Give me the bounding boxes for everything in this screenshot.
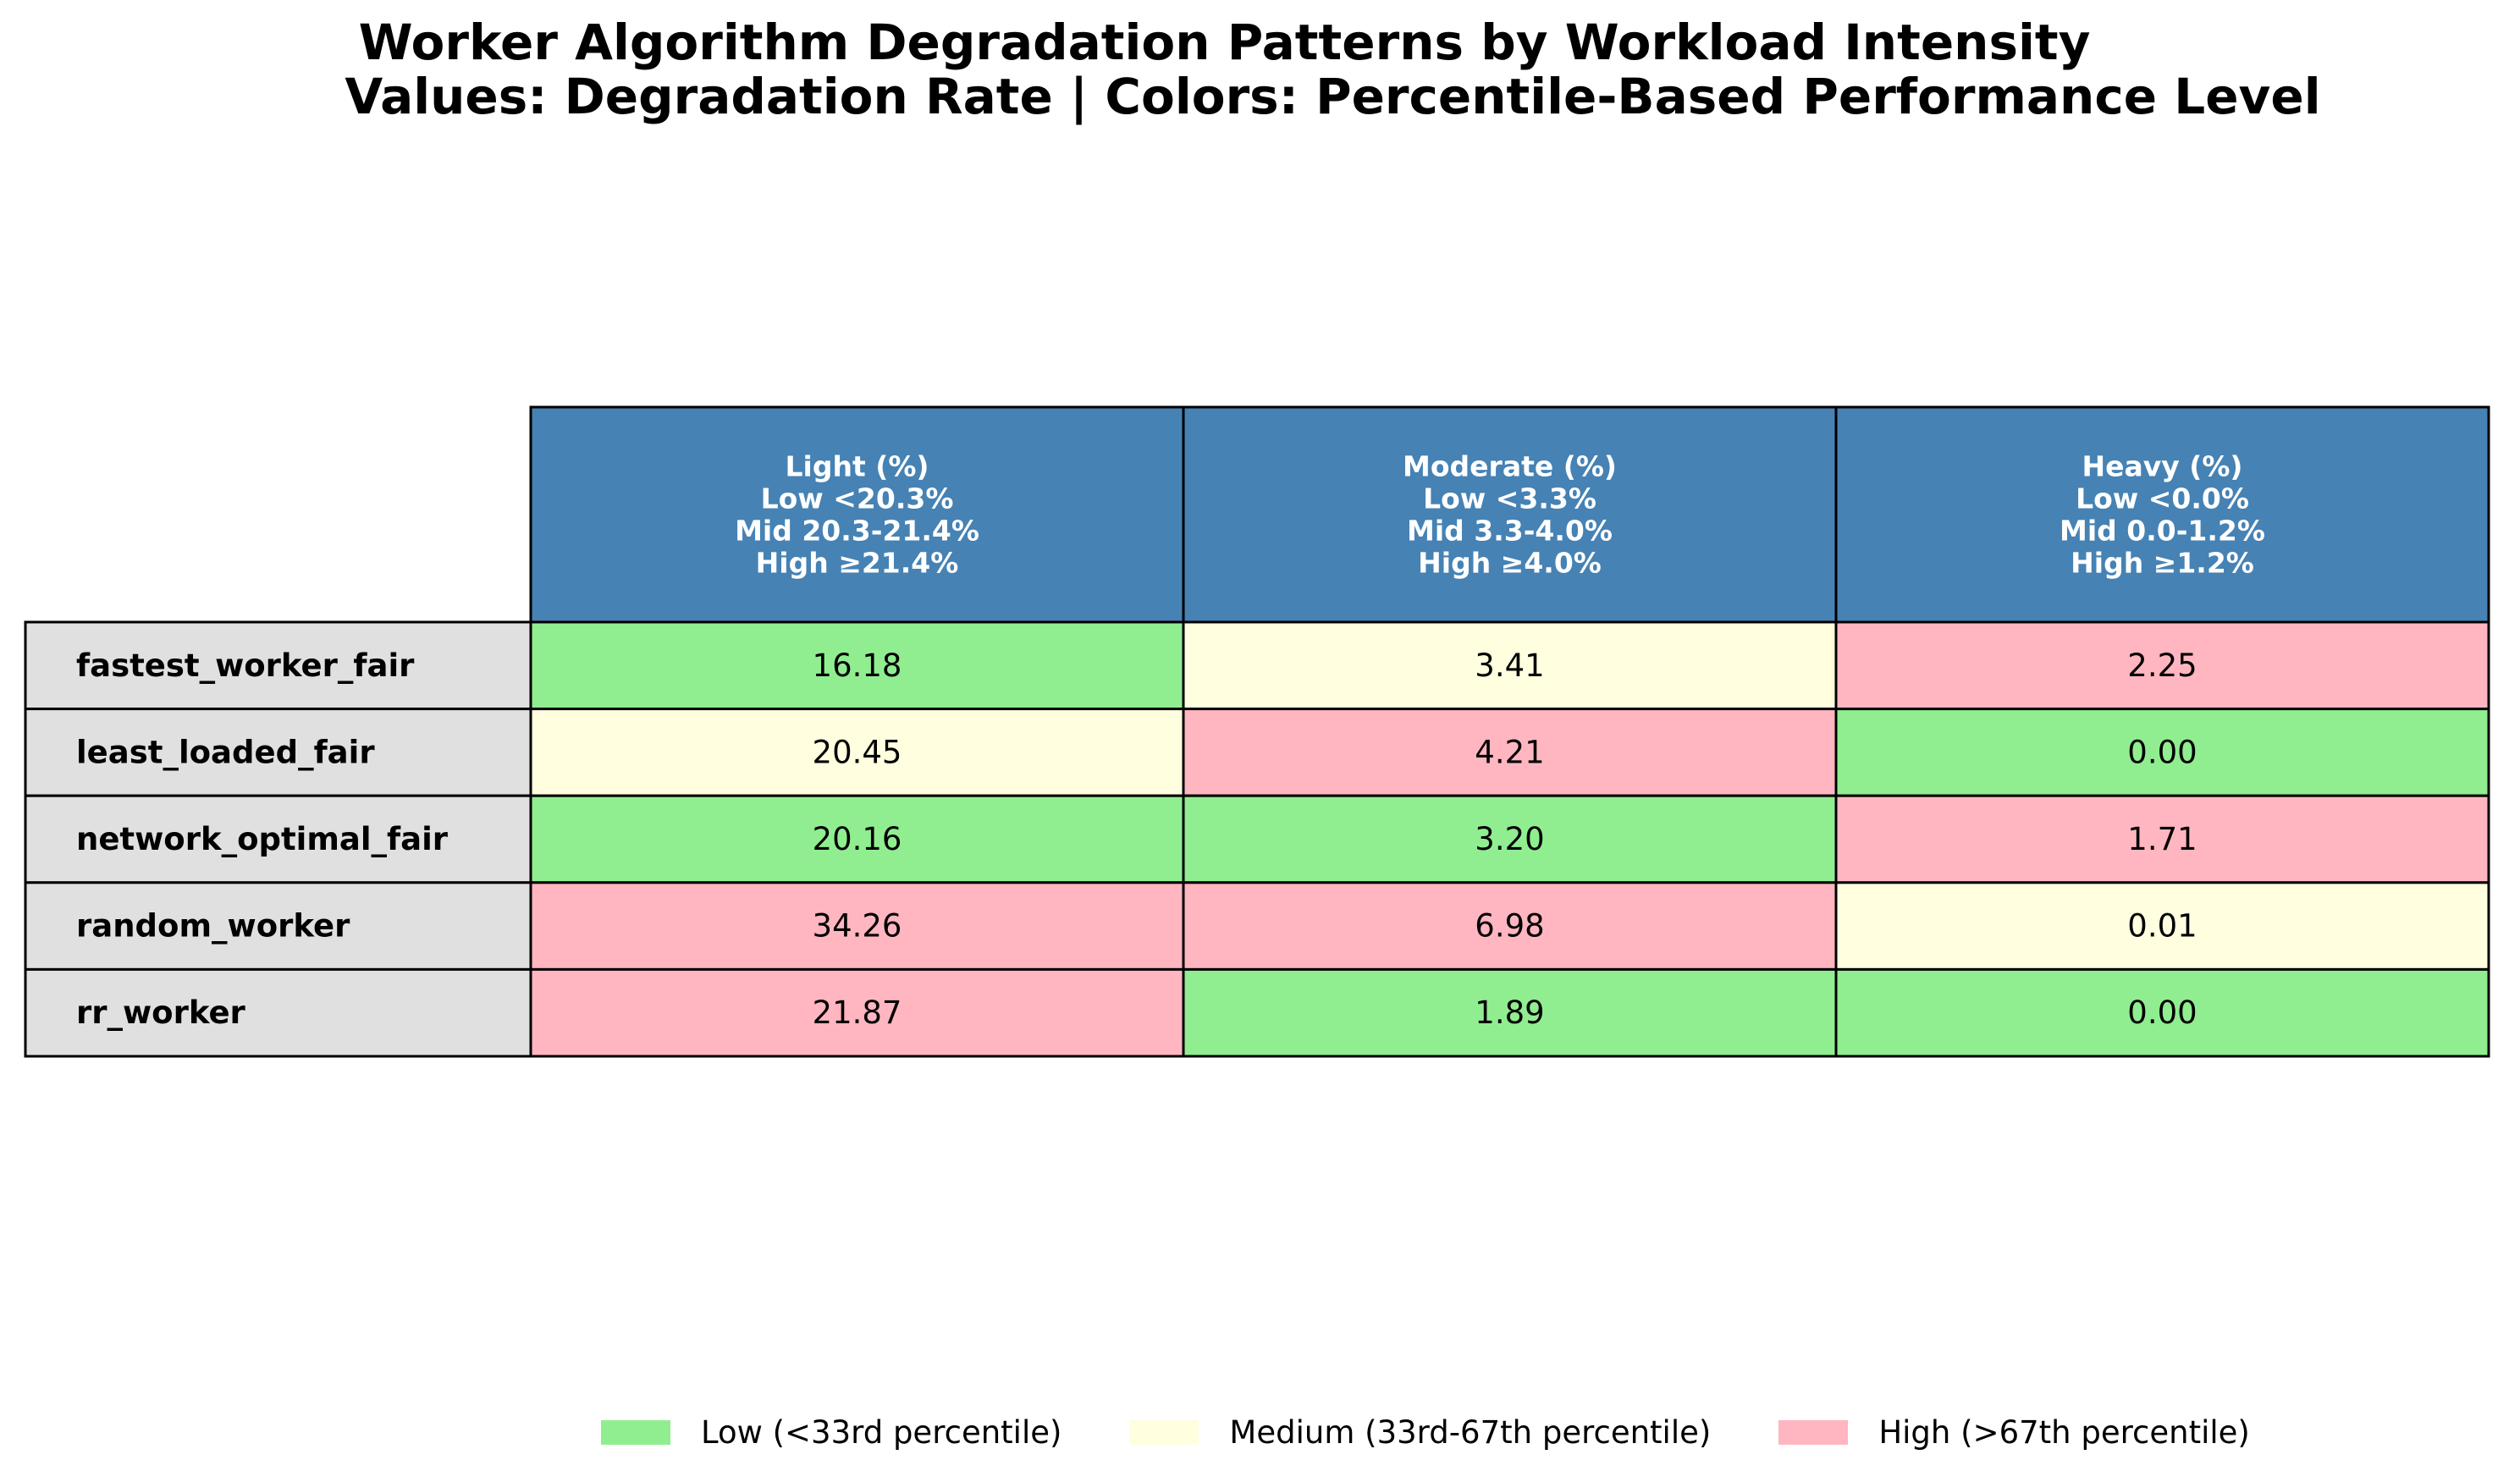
legend-label-high: High (>67th percentile) — [1878, 1413, 2250, 1451]
legend-swatch-medium — [1129, 1419, 1199, 1445]
data-cell-4-0 — [529, 967, 1185, 1058]
data-value-3-0: 34.26 — [813, 908, 902, 945]
row-label-0: fastest_worker_fair — [76, 647, 415, 684]
data-value-2-2: 1.71 — [2127, 821, 2197, 857]
legend-label-medium: Medium (33rd-67th percentile) — [1229, 1413, 1712, 1451]
data-cell-3-2 — [1834, 881, 2490, 971]
legend-item-medium: Medium (33rd-67th percentile) — [1129, 1414, 1711, 1451]
row-label-2: network_optimal_fair — [76, 821, 449, 857]
header-text-1-1: Low <3.3% — [1423, 482, 1596, 515]
data-value-4-1: 1.89 — [1475, 994, 1544, 1031]
header-text-1-2: Mid 3.3-4.0% — [1407, 515, 1613, 548]
header-text-0-0: Light (%) — [786, 450, 929, 483]
row-label-cell-1 — [24, 708, 532, 797]
header-text-1-3: High ≥4.0% — [1418, 547, 1602, 580]
data-cell-0-1 — [1182, 620, 1838, 711]
data-cell-0-0 — [529, 620, 1185, 711]
data-cell-3-1 — [1182, 881, 1838, 971]
data-value-1-0: 20.45 — [813, 734, 902, 770]
data-cell-1-1 — [1182, 708, 1838, 797]
data-cell-3-0 — [529, 881, 1185, 971]
header-cell-2 — [1834, 405, 2490, 624]
legend-swatch-low — [601, 1419, 670, 1445]
legend-item-high: High (>67th percentile) — [1778, 1414, 2250, 1451]
header-text-2-3: High ≥1.2% — [2071, 547, 2254, 580]
chart-title: Worker Algorithm Degradation Patterns by… — [0, 15, 2520, 124]
row-label-3: random_worker — [76, 908, 350, 945]
data-cell-2-0 — [529, 794, 1185, 884]
data-value-1-2: 0.00 — [2127, 734, 2197, 770]
data-value-4-0: 21.87 — [813, 994, 902, 1031]
header-text-2-1: Low <0.0% — [2076, 482, 2249, 515]
data-cell-0-2 — [1834, 620, 2490, 711]
legend: Low (<33rd percentile) Medium (33rd-67th… — [601, 1407, 2318, 1457]
row-label-1: least_loaded_fair — [76, 734, 375, 770]
data-cell-2-1 — [1182, 794, 1838, 884]
data-value-0-0: 16.18 — [813, 647, 902, 684]
header-text-1-0: Moderate (%) — [1403, 450, 1617, 483]
row-label-cell-2 — [24, 794, 532, 884]
row-label-4: rr_worker — [76, 994, 246, 1031]
header-text-0-2: Mid 20.3-21.4% — [735, 515, 979, 548]
data-cell-4-2 — [1834, 967, 2490, 1058]
data-value-4-2: 0.00 — [2127, 994, 2197, 1031]
data-value-0-2: 2.25 — [2127, 647, 2197, 684]
header-text-2-2: Mid 0.0-1.2% — [2060, 515, 2265, 548]
data-value-3-1: 6.98 — [1475, 908, 1544, 945]
legend-label-low: Low (<33rd percentile) — [701, 1413, 1062, 1451]
data-value-2-1: 3.20 — [1475, 821, 1544, 857]
header-text-0-3: High ≥21.4% — [756, 547, 959, 580]
chart-title-line-1: Worker Algorithm Degradation Patterns by… — [358, 14, 2091, 71]
legend-item-low: Low (<33rd percentile) — [601, 1414, 1061, 1451]
header-text-0-1: Low <20.3% — [761, 482, 954, 515]
data-value-3-2: 0.01 — [2127, 908, 2197, 945]
row-label-cell-0 — [24, 620, 532, 711]
data-value-2-0: 20.16 — [813, 821, 902, 857]
data-value-1-1: 4.21 — [1475, 734, 1544, 770]
data-cell-1-2 — [1834, 708, 2490, 797]
data-value-0-1: 3.41 — [1475, 647, 1544, 684]
legend-swatch-high — [1778, 1419, 1849, 1445]
data-cell-2-2 — [1834, 794, 2490, 884]
header-text-2-0: Heavy (%) — [2082, 450, 2242, 483]
chart-title-line-2: Values: Degradation Rate | Colors: Perce… — [345, 68, 2321, 125]
